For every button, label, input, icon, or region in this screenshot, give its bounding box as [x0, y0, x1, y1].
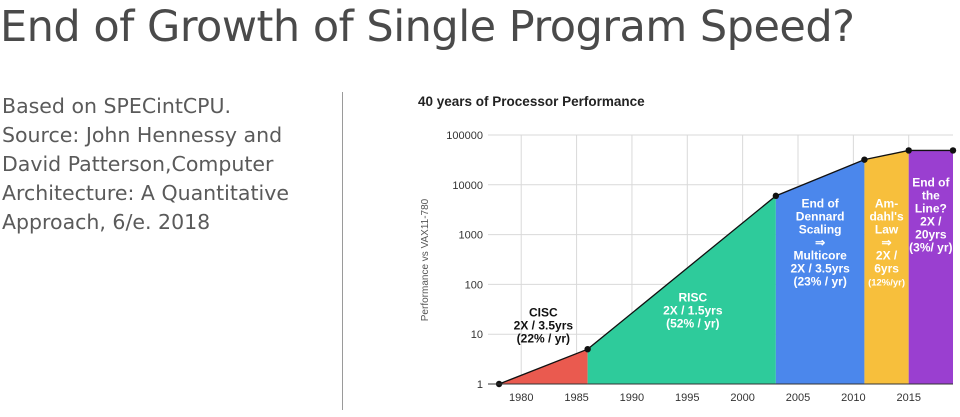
data-point [772, 192, 780, 200]
era-label: (23% / yr) [793, 274, 846, 288]
era-label: ⇒ [882, 235, 892, 249]
era-label: 2X / 1.5yrs [663, 303, 723, 317]
y-tick-label: 1 [477, 379, 483, 391]
era-label: 6yrs [874, 261, 899, 275]
era-area [775, 159, 865, 384]
y-tick-label: 10000 [452, 180, 483, 192]
slide-title: End of Growth of Single Program Speed? [0, 2, 855, 52]
era-label: 2X / 3.5yrs [790, 261, 850, 275]
y-tick-label: 100 [465, 279, 483, 291]
x-tick-label: 2000 [730, 392, 754, 404]
era-label: RISC [678, 290, 707, 304]
era-areas [499, 150, 953, 384]
era-label: (3%/ yr) [909, 240, 952, 254]
era-label: Multicore [793, 248, 847, 262]
era-label: (22% / yr) [517, 331, 570, 345]
era-label: the [922, 188, 940, 202]
source-line: Architecture: A Quantitative [2, 181, 289, 205]
y-axis-label: Performance vs VAX11-780 [420, 198, 431, 321]
source-line: Approach, 6/e. 2018 [2, 210, 211, 234]
era-label: Law [875, 222, 899, 236]
axes: 1980 1985 1990 1995 2000 2005 2010 2015 1 10 100 10… [446, 130, 953, 404]
performance-line [495, 147, 957, 388]
source-note: Based on SPECintCPU. Source: John Hennes… [2, 92, 332, 237]
chart-title: 40 years of Processor Performance [418, 94, 645, 109]
x-tick-label: 1995 [675, 392, 699, 404]
era-label: End of [801, 196, 839, 210]
era-label: End of [912, 175, 950, 189]
x-tick-label: 2005 [786, 392, 810, 404]
y-tick-label: 100000 [446, 130, 483, 142]
era-label: (52% / yr) [666, 316, 719, 330]
data-point [861, 156, 868, 163]
era-label: Line? [915, 201, 947, 215]
x-tick-label: 2010 [841, 392, 865, 404]
series-line [498, 149, 953, 385]
era-label: dahl's [869, 209, 904, 223]
era-area [864, 150, 909, 384]
era-area [587, 195, 776, 384]
x-tick-label: 1985 [564, 392, 588, 404]
era-label: 2X / [876, 248, 898, 262]
x-tick-label: 1990 [620, 392, 644, 404]
era-label: 20yrs [915, 227, 947, 241]
era-label: Am- [875, 196, 898, 210]
x-tick-label: 1980 [509, 392, 533, 404]
era-label: 2X / [920, 214, 942, 228]
y-tick-label: 10 [471, 329, 483, 341]
era-label: 2X / 3.5yrs [514, 318, 574, 332]
era-label: CISC [529, 305, 558, 319]
data-point [584, 345, 591, 353]
era-area [908, 150, 953, 384]
source-line: David Patterson,Computer [2, 152, 274, 176]
y-tick-label: 1000 [459, 230, 483, 242]
era-label: (12%/yr) [868, 277, 905, 288]
source-line: Based on SPECintCPU. [2, 94, 232, 118]
data-point [949, 147, 957, 154]
era-label: Scaling [799, 222, 842, 236]
source-line: Source: John Hennessy and [2, 123, 283, 147]
era-label: ⇒ [815, 235, 825, 249]
x-tick-label: 2015 [896, 392, 920, 404]
vertical-divider [342, 92, 343, 410]
data-point [905, 147, 912, 154]
era-label: Dennard [796, 209, 845, 223]
